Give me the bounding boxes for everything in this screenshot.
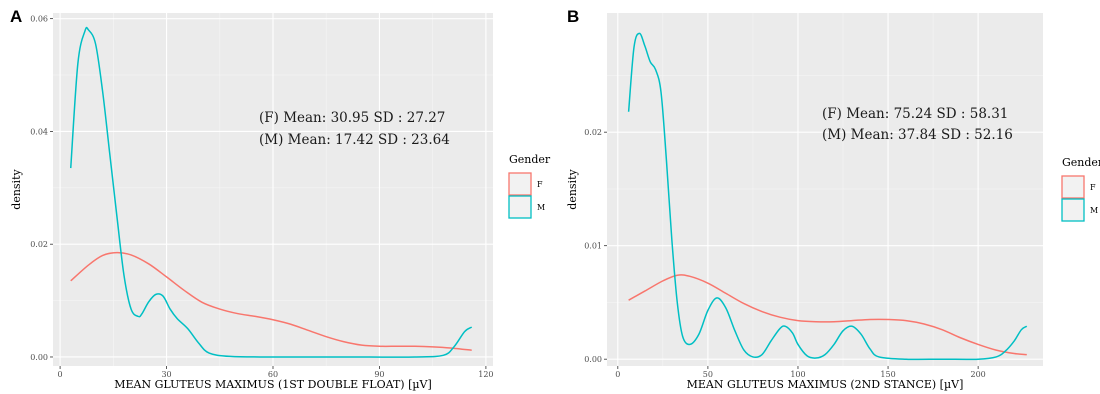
plot-background: [607, 13, 1043, 366]
y-axis-title: density: [566, 168, 579, 209]
density-line-f: [70, 251, 472, 351]
x-tick-label: 200: [970, 370, 985, 379]
x-tick-label: 50: [703, 370, 713, 379]
y-axis-title: density: [10, 168, 23, 209]
x-tick-label: 150: [880, 370, 895, 379]
y-tick-label: 0.00: [584, 355, 602, 364]
legend-title: Gender: [509, 153, 551, 166]
y-tick-label: 0.02: [30, 240, 48, 249]
x-tick-label: 90: [374, 370, 384, 379]
panel-a: A 0 30 60 90 120 0.00 0.02 0.04 0.06 (F) Mean: 30…: [10, 7, 551, 391]
x-tick-label: 30: [161, 370, 171, 379]
x-axis-title: MEAN GLUTEUS MAXIMUS (2ND STANCE) [µV]: [687, 378, 964, 391]
stats-annotation: (M) Mean: 37.84 SD : 52.16: [822, 127, 1013, 143]
y-tick-label: 0.01: [584, 242, 602, 251]
density-line-f: [628, 274, 1027, 356]
legend-key-f: [1061, 175, 1085, 199]
x-tick-label: 100: [790, 370, 805, 379]
y-tick-label: 0.06: [30, 15, 48, 24]
panel-label-b: B: [567, 7, 579, 26]
panel-label-a: A: [10, 7, 22, 26]
panel-b: B 0 50 100 150 200 0.00 0.01 0.02 (F) Mean: 75.2…: [566, 7, 1100, 391]
legend-label-m: M: [537, 203, 545, 212]
stats-annotation: (F) Mean: 75.24 SD : 58.31: [822, 106, 1008, 122]
y-tick-label: 0.00: [30, 353, 48, 362]
y-tick-label: 0.02: [584, 128, 602, 137]
x-tick-label: 60: [268, 370, 278, 379]
stats-annotation: (F) Mean: 30.95 SD : 27.27: [259, 110, 445, 126]
y-tick-label: 0.04: [30, 127, 48, 136]
x-axis-title: MEAN GLUTEUS MAXIMUS (1ST DOUBLE FLOAT) …: [114, 378, 432, 391]
legend-label-f: F: [537, 180, 543, 189]
legend-key-m: [1061, 198, 1085, 222]
x-tick-label: 120: [478, 370, 493, 379]
stats-annotation: (M) Mean: 17.42 SD : 23.64: [259, 132, 450, 148]
density-line-m: [627, 32, 1028, 361]
legend-key-f: [508, 172, 532, 196]
legend-title: Gender: [1062, 156, 1100, 169]
legend-label-m: M: [1090, 206, 1098, 215]
legend-key-m: [508, 195, 532, 219]
density-line-m: [69, 26, 473, 358]
x-tick-label: 0: [615, 370, 620, 379]
x-tick-label: 0: [58, 370, 63, 379]
legend-label-f: F: [1090, 183, 1096, 192]
